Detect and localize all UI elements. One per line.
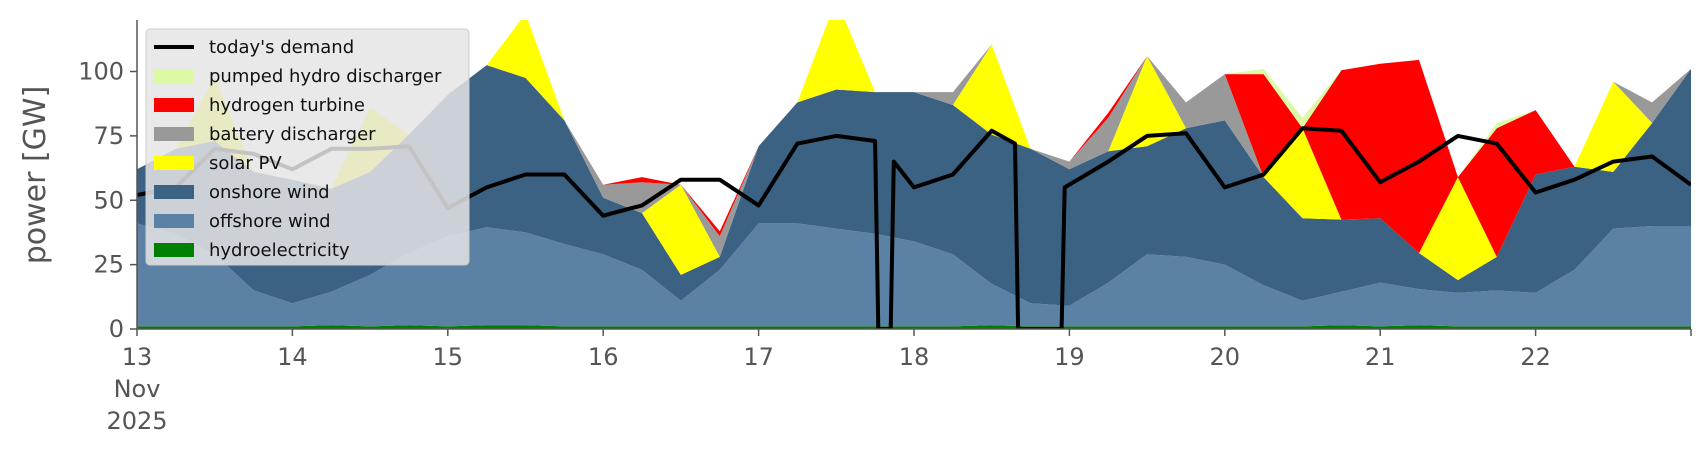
legend-marker-solar-pv	[154, 156, 194, 170]
x-tick-label: 15	[433, 343, 464, 371]
legend-label-onshore-wind: onshore wind	[209, 182, 330, 203]
legend-label-hydroelectricity: hydroelectricity	[209, 240, 350, 261]
legend-marker-onshore-wind	[154, 185, 194, 199]
y-tick-label: 0	[109, 315, 124, 343]
area-offshore-wind	[137, 223, 1691, 327]
x-tick-label: 16	[588, 343, 619, 371]
legend-marker-pumped-hydro-discharger	[154, 69, 194, 83]
y-tick-label: 75	[93, 122, 124, 150]
y-tick-label: 25	[93, 251, 124, 279]
legend-label-battery-discharger: battery discharger	[209, 124, 376, 145]
legend-marker-hydroelectricity	[154, 243, 194, 257]
y-tick-label: 100	[78, 58, 124, 86]
area-hydroelectricity	[137, 325, 1691, 329]
y-tick-label: 50	[93, 186, 124, 214]
x-tick-label: 20	[1210, 343, 1241, 371]
x-tick-label: 14	[277, 343, 308, 371]
legend-marker-hydrogen-turbine	[154, 98, 194, 112]
legend-label-pumped-hydro-discharger: pumped hydro discharger	[209, 66, 442, 87]
x-tick-sublabel: Nov	[114, 375, 161, 403]
x-tick-label: 17	[743, 343, 774, 371]
axes: 0 25 50 75 100 13 Nov 2025 14 15 16 17 18 19 20 21 22	[78, 20, 1692, 435]
x-tick-label: 13	[122, 343, 153, 371]
legend-marker-offshore-wind	[154, 214, 194, 228]
x-tick-label: 18	[899, 343, 930, 371]
x-tick-label: 22	[1520, 343, 1551, 371]
legend: today's demand pumped hydro discharger hyd…	[145, 28, 470, 266]
x-tick-label: 19	[1054, 343, 1085, 371]
y-axis-title: power [GW]	[18, 86, 53, 265]
x-tick-label: 21	[1365, 343, 1396, 371]
x-tick-sublabel: 2025	[106, 407, 167, 435]
legend-label-hydrogen-turbine: hydrogen turbine	[209, 95, 365, 116]
legend-label-offshore-wind: offshore wind	[209, 211, 331, 232]
area-hydrogen-turbine	[137, 20, 1691, 257]
legend-label-today-s-demand: today's demand	[209, 37, 354, 58]
area-solar-pv	[137, 20, 1691, 281]
legend-label-solar-pv: solar PV	[209, 153, 282, 174]
legend-box	[145, 28, 470, 266]
legend-marker-battery-discharger	[154, 127, 194, 141]
